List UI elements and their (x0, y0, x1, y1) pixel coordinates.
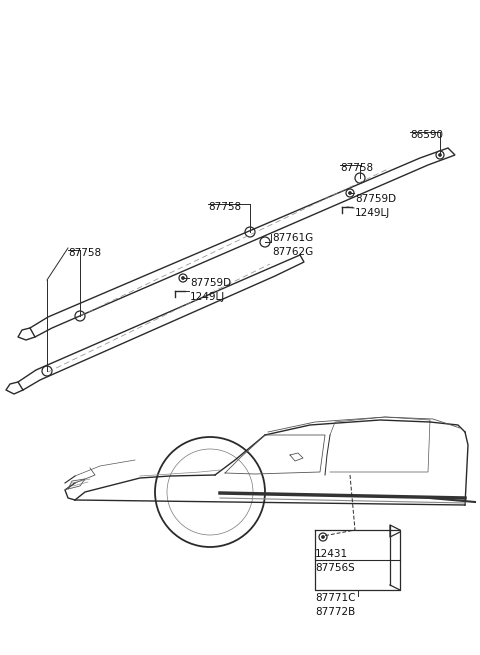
Circle shape (319, 533, 327, 541)
Circle shape (346, 189, 354, 197)
Text: 1249LJ: 1249LJ (190, 292, 225, 302)
Text: 1249LJ: 1249LJ (355, 208, 390, 218)
Circle shape (436, 151, 444, 159)
Text: 86590: 86590 (410, 130, 443, 140)
Text: 87759D: 87759D (355, 194, 396, 204)
Text: 87758: 87758 (208, 202, 241, 212)
Circle shape (348, 191, 351, 195)
Circle shape (181, 276, 184, 280)
Text: 87771C: 87771C (315, 593, 356, 603)
Text: 87762G: 87762G (272, 247, 313, 257)
Text: 12431: 12431 (315, 549, 348, 559)
Text: 87758: 87758 (340, 163, 373, 173)
Circle shape (179, 274, 187, 282)
Text: 87759D: 87759D (190, 278, 231, 288)
Text: 87756S: 87756S (315, 563, 355, 573)
Circle shape (439, 153, 442, 157)
Circle shape (322, 536, 324, 538)
Text: 87758: 87758 (68, 248, 101, 258)
Text: 87772B: 87772B (315, 607, 355, 617)
Text: 87761G: 87761G (272, 233, 313, 243)
